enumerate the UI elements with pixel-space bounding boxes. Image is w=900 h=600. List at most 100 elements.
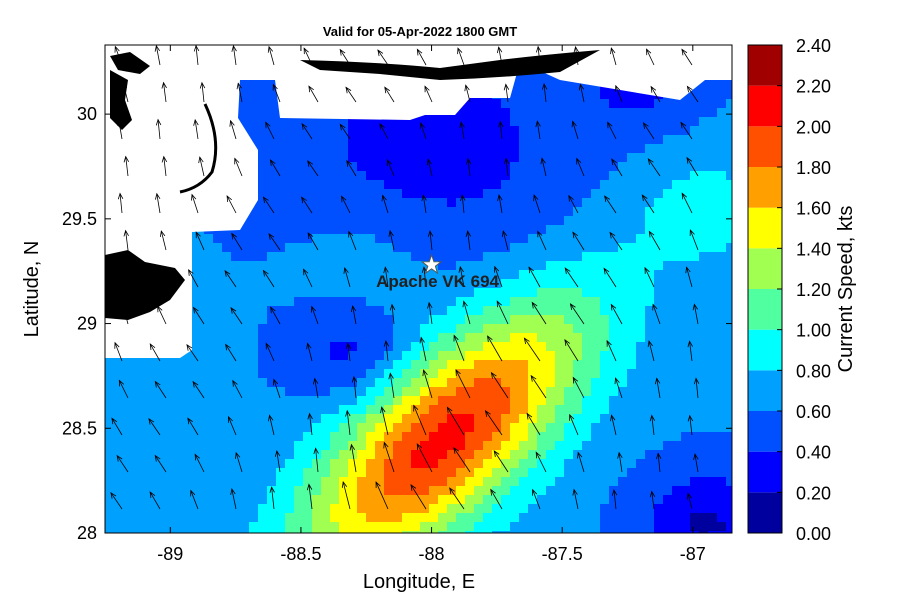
- speed-cell: [681, 108, 691, 118]
- speed-cell: [636, 324, 646, 334]
- speed-cell: [195, 396, 205, 406]
- speed-cell: [240, 306, 250, 316]
- speed-cell: [672, 450, 682, 460]
- speed-cell: [537, 378, 547, 388]
- speed-cell: [348, 162, 358, 172]
- arrow-shaft: [416, 49, 427, 66]
- speed-cell: [384, 468, 394, 478]
- speed-cell: [123, 387, 133, 397]
- speed-cell: [726, 432, 732, 442]
- speed-cell: [573, 270, 583, 280]
- current-arrow: [346, 159, 357, 177]
- speed-cell: [366, 405, 376, 415]
- arrow-shaft: [494, 266, 503, 288]
- arrow-head: [686, 85, 693, 93]
- speed-cell: [366, 270, 376, 280]
- arrow-shaft: [543, 83, 547, 103]
- speed-cell: [204, 387, 214, 397]
- speed-cell: [231, 315, 241, 325]
- speed-cell: [204, 459, 214, 469]
- speed-cell: [312, 270, 322, 280]
- speed-cell: [393, 432, 403, 442]
- speed-cell: [537, 486, 547, 496]
- speed-cell: [546, 414, 556, 424]
- arrow-shaft: [648, 158, 661, 177]
- speed-cell: [258, 90, 268, 100]
- speed-cell: [528, 360, 538, 370]
- speed-cell: [105, 522, 115, 532]
- speed-cell: [204, 477, 214, 487]
- arrow-head: [225, 343, 231, 351]
- current-arrow: [121, 82, 129, 103]
- speed-cell: [717, 216, 727, 226]
- speed-cell: [600, 189, 610, 199]
- arrow-head: [269, 486, 275, 493]
- speed-cell: [249, 315, 259, 325]
- speed-cell: [294, 450, 304, 460]
- speed-cell: [591, 387, 601, 397]
- speed-cell: [645, 171, 655, 181]
- speed-cell: [321, 180, 331, 190]
- x-tick-label: -88: [419, 544, 445, 564]
- speed-cell: [564, 180, 574, 190]
- current-arrow: [610, 47, 617, 66]
- speed-cell: [411, 135, 421, 145]
- speed-cell: [708, 270, 718, 280]
- speed-cell: [546, 306, 556, 316]
- speed-cell: [636, 279, 646, 289]
- speed-cell: [357, 459, 367, 469]
- speed-cell: [573, 432, 583, 442]
- speed-cell: [708, 369, 718, 379]
- speed-cell: [501, 207, 511, 217]
- speed-cell: [258, 198, 268, 208]
- speed-cell: [222, 522, 232, 532]
- arrow-head: [232, 379, 238, 387]
- speed-cell: [663, 324, 673, 334]
- speed-cell: [402, 252, 412, 262]
- arrow-shaft: [191, 194, 199, 214]
- arrow-shaft: [449, 487, 465, 510]
- arrow-shaft: [339, 124, 351, 140]
- speed-cell: [114, 441, 124, 451]
- speed-cell: [294, 414, 304, 424]
- arrow-shaft: [301, 123, 313, 140]
- arrow-head: [446, 406, 453, 414]
- current-arrow: [114, 341, 123, 362]
- speed-cell: [564, 396, 574, 406]
- speed-cell: [636, 531, 646, 533]
- speed-cell: [708, 288, 718, 298]
- speed-cell: [429, 369, 439, 379]
- speed-cell: [339, 315, 349, 325]
- speed-cell: [564, 360, 574, 370]
- speed-cell: [474, 468, 484, 478]
- speed-cell: [447, 414, 457, 424]
- speed-cell: [519, 171, 529, 181]
- speed-cell: [618, 306, 628, 316]
- speed-cell: [393, 225, 403, 235]
- speed-cell: [618, 333, 628, 343]
- speed-cell: [384, 486, 394, 496]
- speed-cell: [114, 459, 124, 469]
- speed-cell: [645, 342, 655, 352]
- speed-cell: [375, 405, 385, 415]
- speed-cell: [519, 216, 529, 226]
- speed-cell: [510, 108, 520, 118]
- speed-cell: [546, 279, 556, 289]
- speed-cell: [366, 117, 376, 127]
- speed-cell: [222, 333, 232, 343]
- speed-cell: [717, 135, 727, 145]
- speed-cell: [465, 189, 475, 199]
- speed-cell: [213, 513, 223, 523]
- speed-cell: [672, 423, 682, 433]
- speed-cell: [609, 432, 619, 442]
- current-arrow: [681, 48, 693, 66]
- speed-cell: [276, 234, 286, 244]
- arrow-head: [614, 377, 620, 385]
- speed-cell: [438, 468, 448, 478]
- speed-cell: [258, 315, 268, 325]
- speed-cell: [555, 351, 565, 361]
- current-arrow: [458, 265, 465, 288]
- arrow-head: [198, 156, 204, 164]
- speed-cell: [546, 261, 556, 271]
- speed-cell: [312, 513, 322, 523]
